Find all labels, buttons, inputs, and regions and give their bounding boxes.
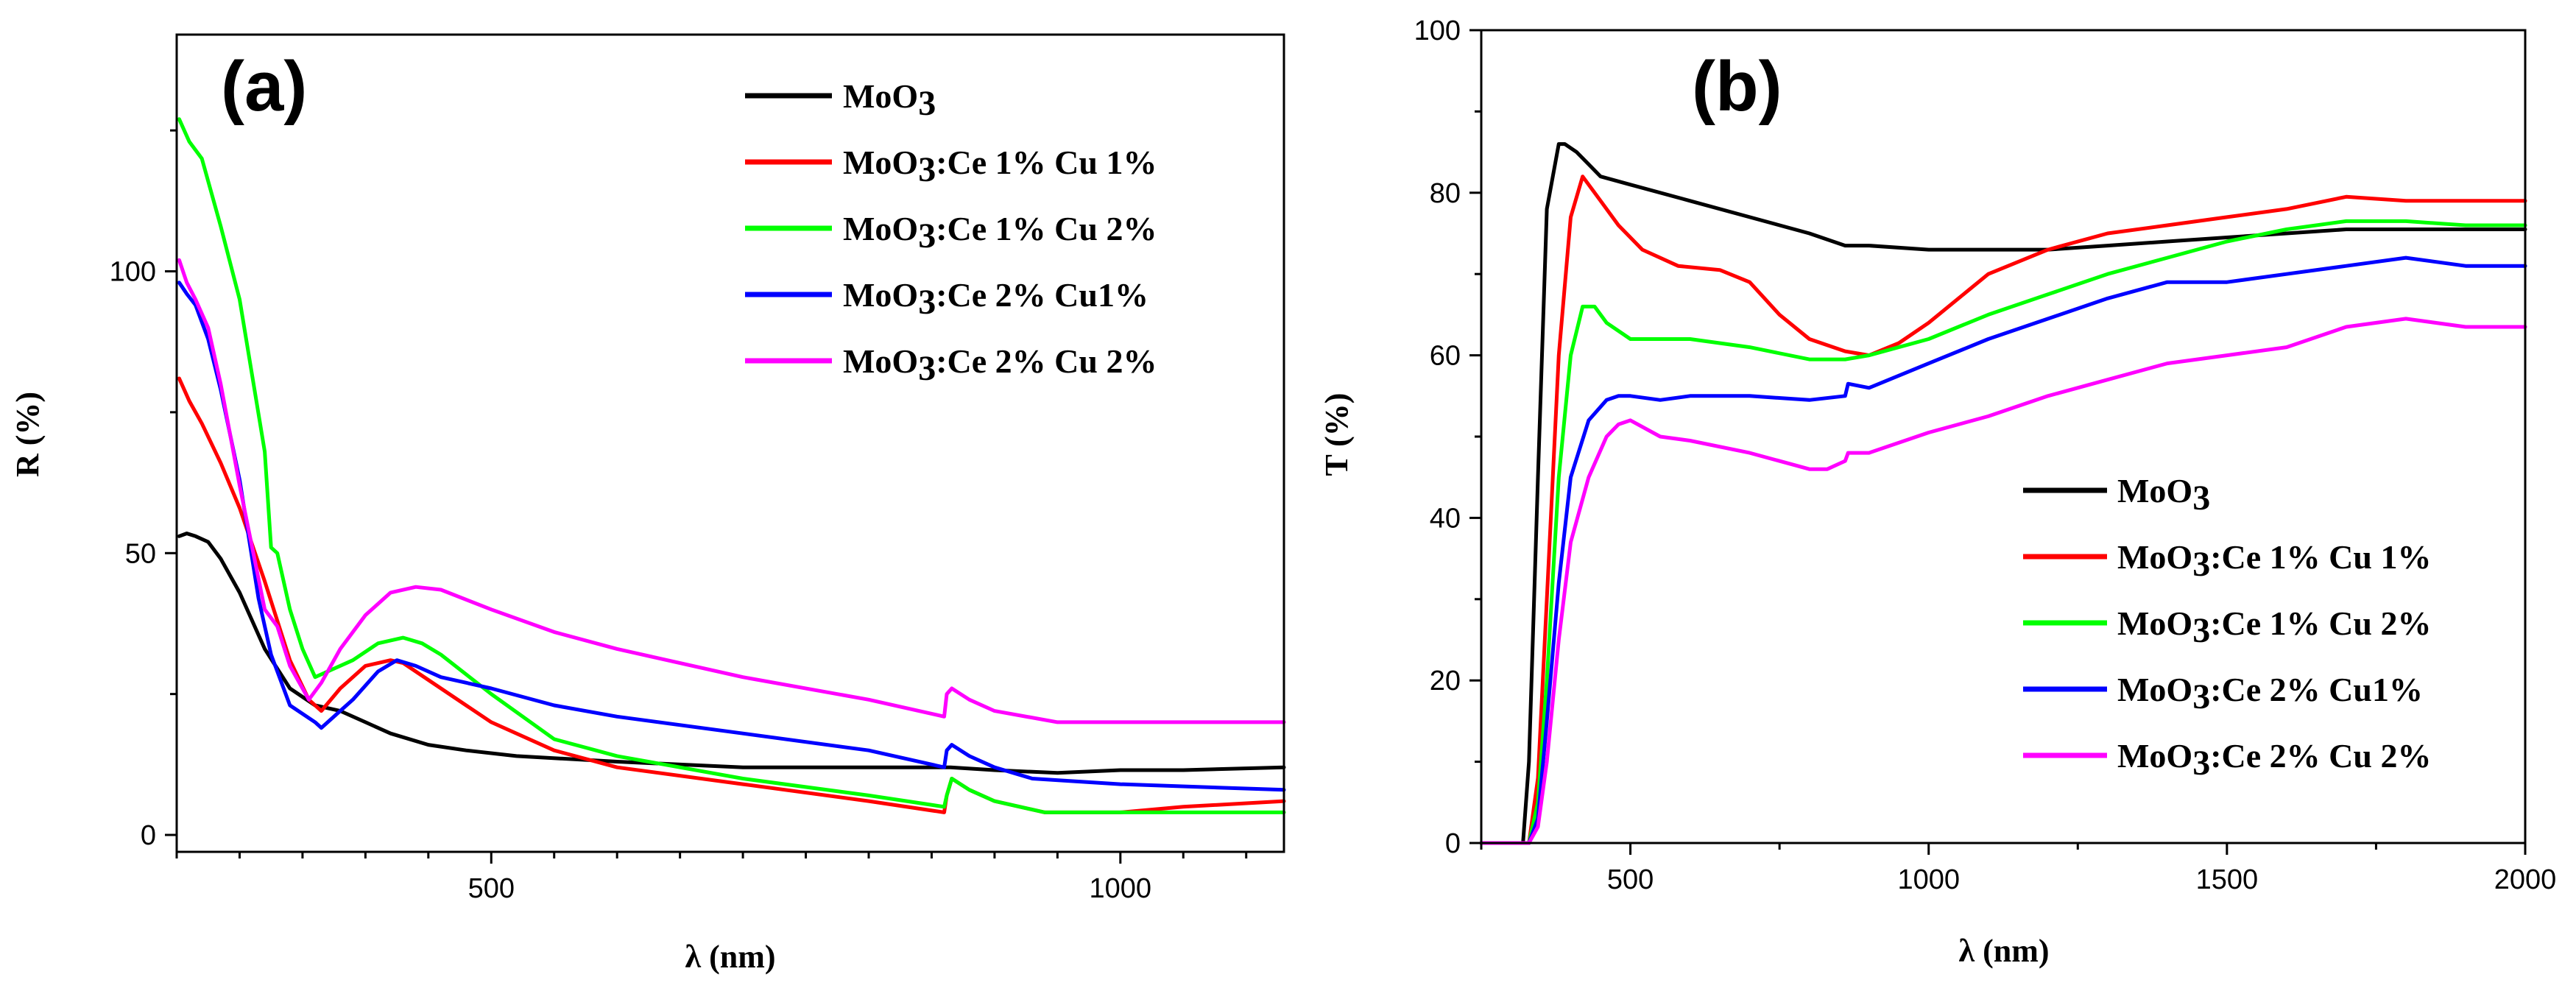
panel-b-y-axis-title: T (%) — [1319, 393, 1355, 476]
panel-a-series-line-2 — [177, 117, 1286, 814]
panel-b-series-line-4 — [1479, 317, 2527, 845]
panel-b-x-tick-label: 1500 — [2196, 864, 2259, 895]
panel-b-legend: MoO3 MoO3:Ce 1% Cu 1% MoO3:Ce 1% Cu 2% MoO3… — [2023, 472, 2431, 783]
panel-a-legend: MoO3 MoO3:Ce 1% Cu 1% MoO3:Ce 1% Cu 2% MoO3… — [745, 77, 1157, 388]
panel-a-y-tick-label: 50 — [125, 538, 156, 569]
panel-a-series-group — [177, 117, 1286, 814]
panel-a-y-axis-title: R (%) — [10, 392, 46, 477]
panel-b-y-tick-label: 20 — [1430, 666, 1461, 696]
panel-b-y-axis: 0 20 40 60 80 100 — [1414, 15, 1481, 859]
panel-a-legend-label-4: MoO3:Ce 2% Cu 2% — [843, 342, 1157, 388]
panel-b-y-tick-label: 60 — [1430, 341, 1461, 372]
panel-a-y-axis: 0 50 100 — [110, 129, 177, 851]
panel-b-label: (b) — [1692, 47, 1782, 126]
panel-a-series-line-4 — [177, 258, 1286, 724]
panel-b-series-line-2 — [1479, 219, 2527, 845]
panel-b-x-axis-title: λ (nm) — [1958, 933, 2049, 969]
panel-a-plot-frame — [175, 33, 1285, 853]
panel-b-x-tick-label: 2000 — [2494, 864, 2557, 895]
panel-b-series-group — [1479, 142, 2527, 845]
panel-b-legend-label-2: MoO3:Ce 1% Cu 2% — [2117, 604, 2431, 650]
panel-b-series-line-3 — [1479, 255, 2527, 845]
panel-b-legend-label-4: MoO3:Ce 2% Cu 2% — [2117, 737, 2431, 783]
panel-b-y-tick-label: 100 — [1414, 15, 1461, 46]
panel-a-legend-label-2: MoO3:Ce 1% Cu 2% — [843, 210, 1157, 255]
panel-b-y-tick-label: 0 — [1445, 828, 1461, 859]
panel-b-legend-label-0: MoO3 — [2117, 472, 2210, 518]
panel-b-x-tick-label: 500 — [1607, 864, 1654, 895]
panel-b-series-line-1 — [1479, 174, 2527, 845]
panel-a-x-axis: 500 1000 — [175, 852, 1248, 904]
panel-a-x-tick-label: 1000 — [1090, 873, 1152, 904]
panel-b-legend-label-1: MoO3:Ce 1% Cu 1% — [2117, 538, 2431, 584]
panel-a-x-tick-label: 500 — [468, 873, 515, 904]
panel-b-y-tick-label: 80 — [1430, 178, 1461, 209]
panel-a-legend-label-3: MoO3:Ce 2% Cu1% — [843, 276, 1148, 322]
panel-a-series-line-1 — [177, 376, 1286, 814]
panel-a-y-tick-label: 0 — [141, 820, 156, 851]
panel-a-x-axis-title: λ (nm) — [685, 939, 775, 975]
panel-b-plot-frame — [1480, 29, 2527, 844]
panel-b-y-tick-label: 40 — [1430, 503, 1461, 534]
panel-a-legend-label-1: MoO3:Ce 1% Cu 1% — [843, 144, 1157, 189]
panel-a-label: (a) — [221, 47, 307, 126]
panel-b-x-axis: 500 1000 1500 2000 — [1480, 843, 2557, 895]
panel-a-y-tick-label: 100 — [110, 257, 156, 288]
panel-b-legend-label-3: MoO3:Ce 2% Cu1% — [2117, 671, 2423, 716]
panel-a-series-line-0 — [177, 532, 1286, 775]
panel-a-legend-label-0: MoO3 — [843, 77, 936, 123]
panel-b-x-tick-label: 1000 — [1897, 864, 1960, 895]
